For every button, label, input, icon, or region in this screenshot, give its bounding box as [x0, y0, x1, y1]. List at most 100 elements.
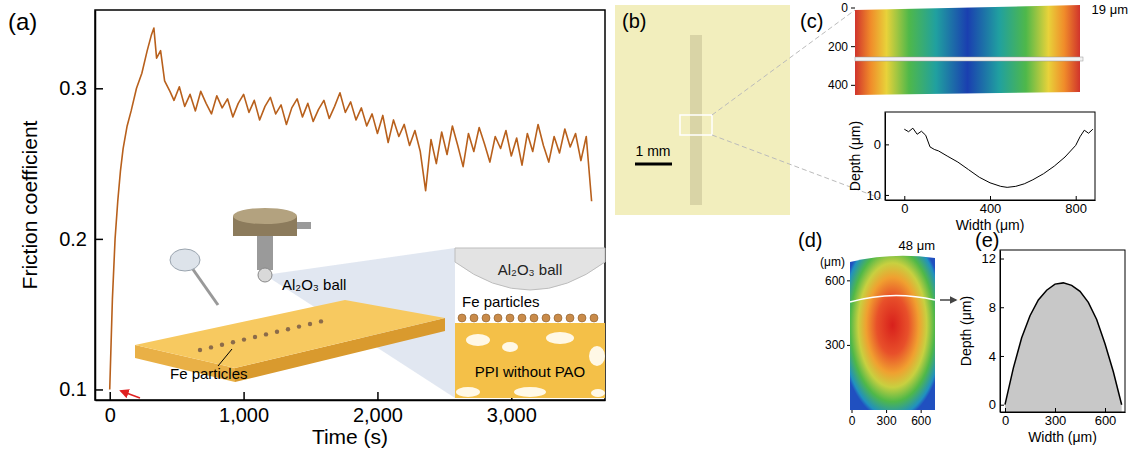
pore: [502, 342, 518, 352]
tick-mark: [95, 88, 103, 90]
tick-mark: [921, 410, 922, 413]
holder-stem: [257, 234, 273, 270]
tick-mark: [886, 410, 887, 413]
tick: 800: [1065, 196, 1087, 216]
pore: [514, 387, 546, 397]
tick: 0: [1002, 408, 1009, 428]
fe-particle: [578, 314, 586, 322]
tick-label: 400: [828, 78, 848, 92]
tick-label: 200: [828, 40, 848, 54]
slab-top: [135, 300, 445, 368]
tick-label: 600: [911, 414, 931, 428]
axis: 0300600: [1001, 408, 1126, 428]
tick-label: 0: [849, 414, 856, 428]
tick: 0.3: [59, 77, 103, 99]
holder-tab: [297, 222, 311, 229]
substrate: [455, 323, 605, 398]
axis: 0 400 800: [886, 196, 1096, 216]
scale-bar: [635, 163, 672, 166]
particle: [297, 324, 301, 328]
tick-mark: [377, 392, 379, 400]
panel-label: (c): [800, 10, 823, 32]
tick: 4: [989, 349, 1004, 364]
fe-particle: [590, 314, 598, 322]
tick: 0: [105, 392, 116, 426]
figure: 01,0002,0003,0000.10.20.3Time (s)Frictio…: [0, 0, 1131, 454]
fe-particle: [506, 314, 514, 322]
axis-title: Friction coefficient: [18, 120, 41, 289]
image-c: 0 200 400 19 μm: [828, 1, 1128, 95]
height-map: [855, 5, 1080, 95]
tick: 0: [901, 196, 908, 216]
axis-title: (μm): [820, 255, 845, 269]
chart: 030060004812Width (μm)Depth (μm): [958, 250, 1126, 445]
tick: 1,000: [219, 392, 269, 426]
plot-frame: [95, 10, 605, 400]
particle: [198, 348, 202, 352]
tick-label: 10: [867, 188, 881, 203]
tick-mark: [851, 46, 855, 47]
axis-title: Depth (μm): [958, 296, 974, 366]
annotation: PPI without PAO: [475, 363, 586, 380]
scale-label: 19 μm: [1092, 2, 1128, 17]
pore: [591, 389, 605, 397]
pore: [546, 332, 574, 344]
tick-label: 0.1: [59, 378, 87, 400]
tick-mark: [1000, 307, 1004, 308]
inset-schematic: Al₂O₃ ballFe particlesAl₂O₃ ballFe parti…: [121, 208, 605, 398]
pore: [589, 346, 605, 366]
tick-label: 0: [989, 397, 996, 412]
fe-particle: [530, 314, 538, 322]
arrow: [940, 299, 956, 301]
ball: [258, 268, 272, 282]
particle: [264, 332, 268, 336]
particle: [231, 340, 235, 344]
tick-label: 4: [989, 349, 996, 364]
panel-label: (e): [975, 229, 999, 251]
profile-line: [855, 57, 1083, 61]
plot-area: [1005, 283, 1122, 412]
bulb: [170, 249, 200, 271]
tick-mark: [851, 8, 855, 9]
tick: 0.2: [59, 228, 103, 250]
tick-mark: [885, 195, 889, 196]
tick-mark: [1005, 408, 1006, 412]
holder-top: [233, 208, 297, 224]
scale-label: 1 mm: [636, 143, 671, 159]
tick-label: 600: [825, 274, 845, 288]
tick-label: 400: [980, 201, 1002, 216]
tick: 600: [1095, 408, 1117, 428]
zoom-box: [680, 115, 712, 135]
particle: [319, 319, 323, 323]
fe-particle: [542, 314, 550, 322]
fe-particle: [494, 314, 502, 322]
tick-label: 3,000: [487, 404, 537, 426]
particle: [242, 337, 246, 341]
tick-label: 300: [825, 338, 845, 352]
tick-label: 300: [877, 414, 897, 428]
tick-mark: [847, 280, 850, 281]
tick: 400: [980, 196, 1002, 216]
pore: [466, 334, 490, 346]
tick-label: 0: [105, 404, 116, 426]
tick-mark: [1055, 408, 1056, 412]
tick: 0.1: [59, 378, 103, 400]
tick-label: 0: [1002, 413, 1009, 428]
micrograph: [615, 5, 790, 215]
tick-label: 0.2: [59, 228, 87, 250]
fe-particle: [518, 314, 526, 322]
tick-mark: [847, 345, 850, 346]
tick-label: 0: [841, 1, 848, 15]
tick: 8: [989, 300, 1004, 315]
particle: [308, 322, 312, 326]
profile-line: [850, 295, 935, 302]
leader: [218, 349, 232, 366]
tick: 0: [989, 397, 1004, 412]
plot-frame: [885, 112, 1095, 200]
tick-mark: [1000, 405, 1004, 406]
pore: [456, 387, 480, 397]
axis-title: Depth (μm): [847, 121, 863, 191]
zoom-ball: [455, 248, 605, 290]
tick-mark: [852, 410, 853, 413]
particle: [253, 335, 257, 339]
